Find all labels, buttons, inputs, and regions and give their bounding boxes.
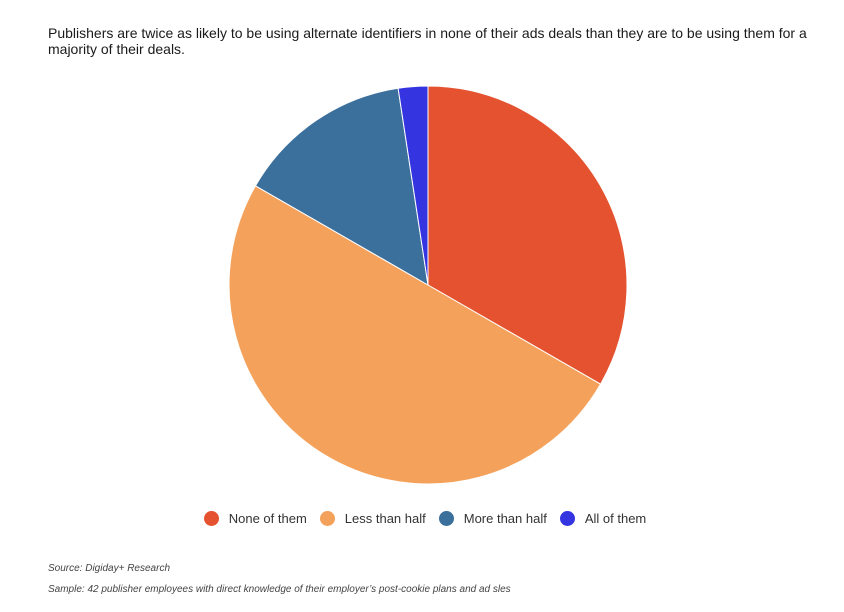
legend-swatch-none-of-them	[203, 510, 219, 526]
legend-swatch-less-than-half	[319, 510, 335, 526]
pie-slice-more-than-half[interactable]	[254, 87, 429, 286]
sample-note: Sample: 42 publisher employees with dire…	[48, 584, 511, 595]
legend-item-none-of-them[interactable]: None of them	[203, 510, 307, 526]
legend-item-all-of-them[interactable]: All of them	[559, 510, 647, 526]
legend-label-none-of-them: None of them	[228, 510, 307, 526]
pie-slice-all-of-them[interactable]	[397, 85, 429, 286]
chart-title: Publishers are twice as likely to be usi…	[48, 25, 807, 57]
legend-swatch-all-of-them	[559, 510, 575, 526]
legend-item-more-than-half[interactable]: More than half	[438, 510, 547, 526]
source-note: Source: Digiday+ Research	[48, 563, 171, 574]
pie-slices	[228, 85, 628, 485]
legend-label-all-of-them: All of them	[584, 510, 647, 526]
legend-label-more-than-half: More than half	[463, 510, 547, 526]
chart-legend: None of them Less than half More than ha…	[0, 508, 844, 528]
legend-swatch-more-than-half	[438, 510, 454, 526]
pie-slice-less-than-half[interactable]	[228, 185, 602, 485]
pie-slice-none-of-them[interactable]	[427, 85, 628, 385]
legend-item-less-than-half[interactable]: Less than half	[319, 510, 426, 526]
legend-label-less-than-half: Less than half	[344, 510, 426, 526]
